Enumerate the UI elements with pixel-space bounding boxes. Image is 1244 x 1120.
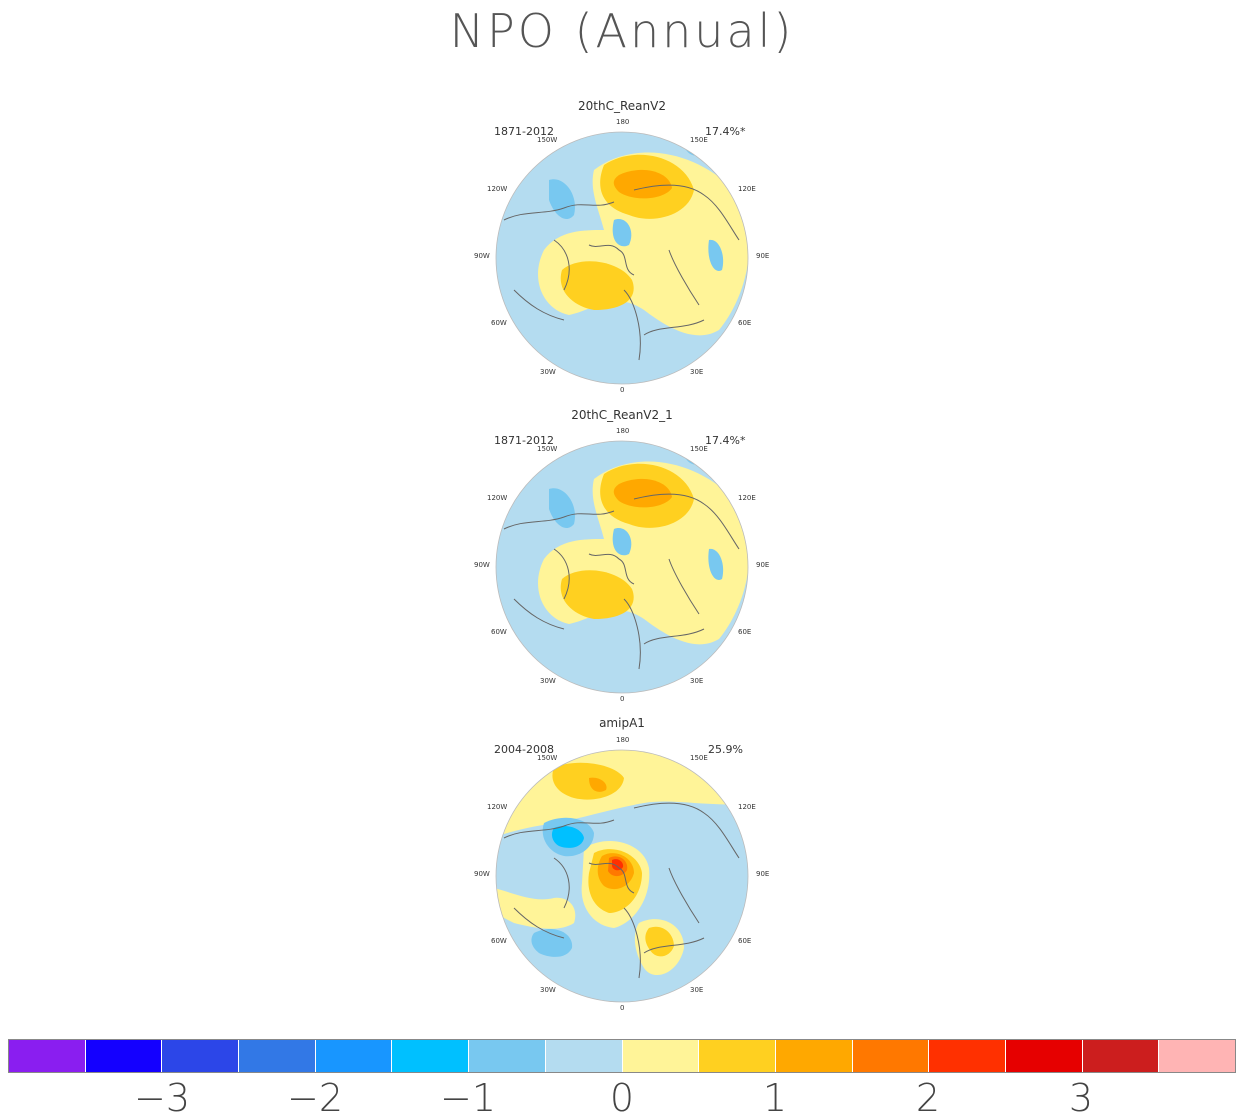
anomaly-negative-asia — [708, 548, 724, 580]
lon-label-120e: 120E — [738, 803, 756, 811]
lon-label-30e: 30E — [690, 677, 704, 685]
anomaly-positive-west-band — [496, 888, 576, 929]
colorbar-cell — [545, 1040, 623, 1072]
colorbar-cell — [315, 1040, 393, 1072]
anomaly-high-north — [613, 478, 672, 508]
colorbar-cell — [1005, 1040, 1083, 1072]
polar-map-3 — [495, 749, 749, 1003]
lon-label-150e: 150E — [690, 136, 708, 144]
colorbar-cell — [775, 1040, 853, 1072]
colorbar-cell — [469, 1040, 546, 1072]
lon-label-180: 180 — [616, 427, 630, 435]
lon-label-90e: 90E — [756, 252, 770, 260]
colorbar-label: −1 — [439, 1076, 497, 1120]
colorbar-cell — [239, 1040, 316, 1072]
colorbar-cell — [1159, 1040, 1235, 1072]
colorbar-label: 3 — [1068, 1076, 1094, 1120]
colorbar-label: 2 — [915, 1076, 941, 1120]
panel-variance: 25.9% — [708, 743, 743, 756]
polar-map-1 — [495, 131, 749, 385]
lon-label-30e: 30E — [690, 986, 704, 994]
lon-label-30e: 30E — [690, 368, 704, 376]
colorbar-label: −3 — [133, 1076, 191, 1120]
colorbar-cell — [85, 1040, 163, 1072]
lon-label-150e: 150E — [690, 445, 708, 453]
panel-period: 1871-2012 — [494, 125, 554, 138]
lon-label-60w: 60W — [491, 319, 507, 327]
lon-label-60e: 60E — [738, 628, 752, 636]
lon-label-90w: 90W — [474, 561, 490, 569]
lon-label-150e: 150E — [690, 754, 708, 762]
colorbar-cell — [699, 1040, 776, 1072]
anomaly-negative-arctic — [612, 528, 632, 556]
lon-label-30w: 30W — [540, 986, 556, 994]
lon-label-120e: 120E — [738, 185, 756, 193]
lon-label-120w: 120W — [487, 803, 508, 811]
anomaly-positive-atlantic — [560, 570, 634, 619]
anomaly-negative-sw — [531, 928, 573, 957]
colorbar-cell — [162, 1040, 240, 1072]
lon-label-90e: 90E — [756, 870, 770, 878]
coastline — [503, 802, 740, 979]
colorbar-cell — [392, 1040, 470, 1072]
lon-label-120e: 120E — [738, 494, 756, 502]
anomaly-negative-arctic — [612, 219, 632, 247]
lon-label-30w: 30W — [540, 368, 556, 376]
panel-period: 2004-2008 — [494, 743, 554, 756]
anomaly-negative-asia — [708, 239, 724, 271]
lon-label-90w: 90W — [474, 870, 490, 878]
lon-label-60e: 60E — [738, 937, 752, 945]
panel-period: 1871-2012 — [494, 434, 554, 447]
colorbar-cell — [852, 1040, 930, 1072]
coastline — [503, 184, 740, 361]
lon-label-150w: 150W — [537, 136, 558, 144]
panel-title: amipA1 — [599, 716, 645, 730]
anomaly-peak-center-2 — [612, 859, 624, 871]
anomaly-high-north — [613, 169, 672, 199]
lon-label-150w: 150W — [537, 445, 558, 453]
anomaly-neg-west-2 — [551, 826, 584, 848]
lon-label-90w: 90W — [474, 252, 490, 260]
colorbar-cell — [1082, 1040, 1160, 1072]
lon-label-180: 180 — [616, 736, 630, 744]
anomaly-negative-pacific — [549, 179, 575, 220]
lon-label-0: 0 — [620, 695, 625, 703]
lon-label-90e: 90E — [756, 561, 770, 569]
panel-title: 20thC_ReanV2_1 — [571, 408, 673, 422]
lon-label-60e: 60E — [738, 319, 752, 327]
lon-label-0: 0 — [620, 1004, 625, 1012]
figure-title: NPO (Annual) — [449, 4, 795, 58]
colorbar-label: 1 — [762, 1076, 788, 1120]
panel-variance: 17.4%* — [705, 125, 746, 138]
lon-label-0: 0 — [620, 386, 625, 394]
panel-title: 20thC_ReanV2 — [578, 99, 666, 113]
lon-label-120w: 120W — [487, 494, 508, 502]
lon-label-180: 180 — [616, 118, 630, 126]
anomaly-positive-north — [552, 762, 624, 800]
lon-label-120w: 120W — [487, 185, 508, 193]
lon-label-30w: 30W — [540, 677, 556, 685]
panel-variance: 17.4%* — [705, 434, 746, 447]
polar-map-2 — [495, 440, 749, 694]
colorbar-cell — [9, 1040, 86, 1072]
anomaly-positive-atlantic — [560, 261, 634, 310]
anomaly-negative-pacific — [549, 488, 575, 529]
colorbar-cell — [929, 1040, 1006, 1072]
colorbar-label: 0 — [609, 1076, 635, 1120]
lon-label-60w: 60W — [491, 628, 507, 636]
coastline — [503, 493, 740, 670]
colorbar — [8, 1039, 1236, 1073]
colorbar-cell — [622, 1040, 700, 1072]
anomaly-high-north — [589, 777, 607, 792]
lon-label-60w: 60W — [491, 937, 507, 945]
colorbar-label: −2 — [286, 1076, 344, 1120]
lon-label-150w: 150W — [537, 754, 558, 762]
